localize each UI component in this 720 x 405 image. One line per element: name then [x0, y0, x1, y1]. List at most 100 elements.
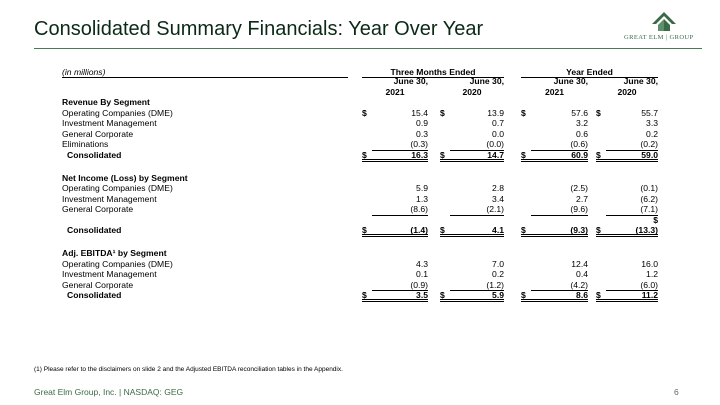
- currency-symbol: $: [521, 149, 526, 160]
- cell-value: 1.3: [416, 193, 428, 204]
- cell-value: 16.0: [641, 258, 658, 269]
- cell-value: 13.9: [487, 107, 504, 118]
- currency-symbol: $: [596, 290, 601, 300]
- cell-value: 8.6: [521, 290, 588, 302]
- cell-value: (0.9): [372, 280, 428, 291]
- cell-value: 11.2: [596, 290, 658, 302]
- section-heading-label: Revenue By Segment: [62, 97, 150, 107]
- currency-symbol: $: [521, 107, 526, 118]
- row-label: Operating Companies (DME): [62, 183, 173, 193]
- column-header-date: June 30,: [469, 76, 504, 86]
- cell-value: (0.0): [450, 139, 504, 151]
- cell-value: 2.8: [492, 183, 504, 193]
- page-number: 6: [674, 387, 679, 397]
- section-heading: Adj. EBITDA¹ by Segment: [60, 248, 691, 259]
- cell-value: 0.9: [416, 118, 428, 128]
- cell-value: 3.4: [492, 193, 504, 204]
- cell-value: 14.7: [440, 150, 504, 162]
- row-label: General Corporate: [62, 279, 134, 290]
- section-heading-label: Adj. EBITDA¹ by Segment: [62, 248, 167, 258]
- financial-table: (in millions) Three Months Ended Year Ende…: [60, 67, 691, 302]
- table-header: (in millions) Three Months Ended Year Ende…: [60, 67, 691, 97]
- cell-value: 0.2: [646, 128, 658, 139]
- cell-value: 5.9: [416, 183, 428, 193]
- cell-value: 0.1: [416, 269, 428, 279]
- table-row: Investment Management 0.1 0.2 0.4 1.2: [60, 269, 691, 280]
- row-label: Operating Companies (DME): [62, 107, 173, 118]
- logo-text-left: GREAT ELM: [624, 34, 664, 41]
- currency-symbol: $: [440, 290, 445, 300]
- cell-value: 4.3: [416, 258, 428, 269]
- column-header-year: 2020: [462, 87, 482, 97]
- row-label: Operating Companies (DME): [62, 258, 173, 269]
- cell-value: 3.3: [646, 118, 658, 128]
- cell-value: 12.4: [571, 258, 588, 269]
- row-label: Eliminations: [62, 139, 109, 149]
- cell-value: 57.6: [571, 107, 588, 118]
- table-row-total: Consolidated $16.3 $14.7 $60.9 $59.0: [60, 149, 691, 162]
- cell-value: 59.0: [596, 150, 658, 162]
- cell-value: (1.2): [450, 280, 504, 291]
- cell-value: (9.3): [521, 225, 588, 237]
- cell-value: 3.2: [576, 118, 588, 128]
- column-header-year: 2020: [617, 87, 637, 97]
- currency-symbol: $: [362, 149, 367, 160]
- group-header-three-months: Three Months Ended: [362, 67, 504, 78]
- column-header-date: June 30,: [553, 76, 588, 86]
- cell-value: 60.9: [521, 150, 588, 162]
- logo-text-right: GROUP: [669, 34, 694, 41]
- cell-value: (2.5): [570, 183, 588, 193]
- cell-value: (13.3): [596, 225, 658, 237]
- column-header-date: June 30,: [393, 76, 428, 86]
- row-label: Investment Management: [62, 118, 157, 128]
- currency-symbol: $: [521, 290, 526, 300]
- section-heading: Revenue By Segment: [60, 97, 691, 108]
- cell-value: (2.1): [450, 204, 504, 216]
- currency-symbol: $: [521, 225, 526, 235]
- footer-company: Great Elm Group, Inc. | NASDAQ: GEG: [34, 387, 184, 397]
- currency-symbol: $: [440, 107, 445, 118]
- row-label: General Corporate: [62, 204, 134, 214]
- currency-symbol: $: [440, 225, 445, 235]
- cell-value: (9.6): [531, 204, 588, 216]
- table-row: General Corporate 0.3 0.0 0.6 0.2: [60, 129, 691, 140]
- row-label: Consolidated: [67, 149, 122, 160]
- currency-symbol: $: [362, 290, 367, 300]
- cell-value: (0.3): [372, 139, 428, 151]
- cell-value: 0.4: [576, 269, 588, 279]
- cell-value: (1.4): [362, 225, 428, 237]
- cell-value: 15.4: [411, 107, 428, 118]
- table-row: General Corporate (0.9) (1.2) (4.2) (6.0): [60, 280, 691, 291]
- column-header-year: 2021: [385, 87, 405, 97]
- currency-symbol: $: [362, 107, 367, 118]
- section-heading-label: Net Income (Loss) by Segment: [62, 172, 188, 183]
- footnote: (1) Please refer to the disclaimers on s…: [34, 366, 343, 373]
- table-row: Eliminations (0.3) (0.0) (0.6) (0.2): [60, 139, 691, 151]
- table-row: Operating Companies (DME) 4.3 7.0 12.4 16.0: [60, 259, 691, 270]
- units-label: (in millions): [62, 67, 348, 78]
- logo-mark-icon: [652, 12, 676, 31]
- cell-value: 3.5: [362, 290, 428, 302]
- row-label: Consolidated: [67, 225, 122, 235]
- company-logo: GREAT ELM | GROUP: [624, 10, 704, 44]
- currency-symbol: $: [362, 225, 367, 235]
- cell-value: 0.7: [492, 118, 504, 128]
- section-heading: Net Income (Loss) by Segment: [60, 173, 691, 184]
- table-row-total: Consolidated $3.5 $5.9 $8.6 $11.2: [60, 290, 691, 302]
- row-label: General Corporate: [62, 128, 134, 139]
- table-row: Operating Companies (DME) $15.4 $13.9 $57.6…: [60, 108, 691, 119]
- page-title: Consolidated Summary Financials: Year Ov…: [34, 18, 484, 40]
- row-label: Investment Management: [62, 193, 157, 204]
- group-header-year-ended: Year Ended: [521, 67, 658, 78]
- currency-symbol: $: [440, 149, 445, 160]
- cell-value: 2.7: [576, 193, 588, 204]
- cell-value: 0.0: [492, 128, 504, 139]
- section-spacer: [60, 236, 691, 249]
- cell-value: 5.9: [440, 290, 504, 302]
- cell-value: 55.7: [641, 107, 658, 118]
- table-row: Investment Management 1.3 3.4 2.7 (6.2): [60, 194, 691, 205]
- currency-symbol: $: [596, 225, 601, 235]
- cell-value: (0.6): [531, 139, 588, 151]
- cell-value: 1.2: [646, 269, 658, 279]
- title-divider: [34, 48, 702, 49]
